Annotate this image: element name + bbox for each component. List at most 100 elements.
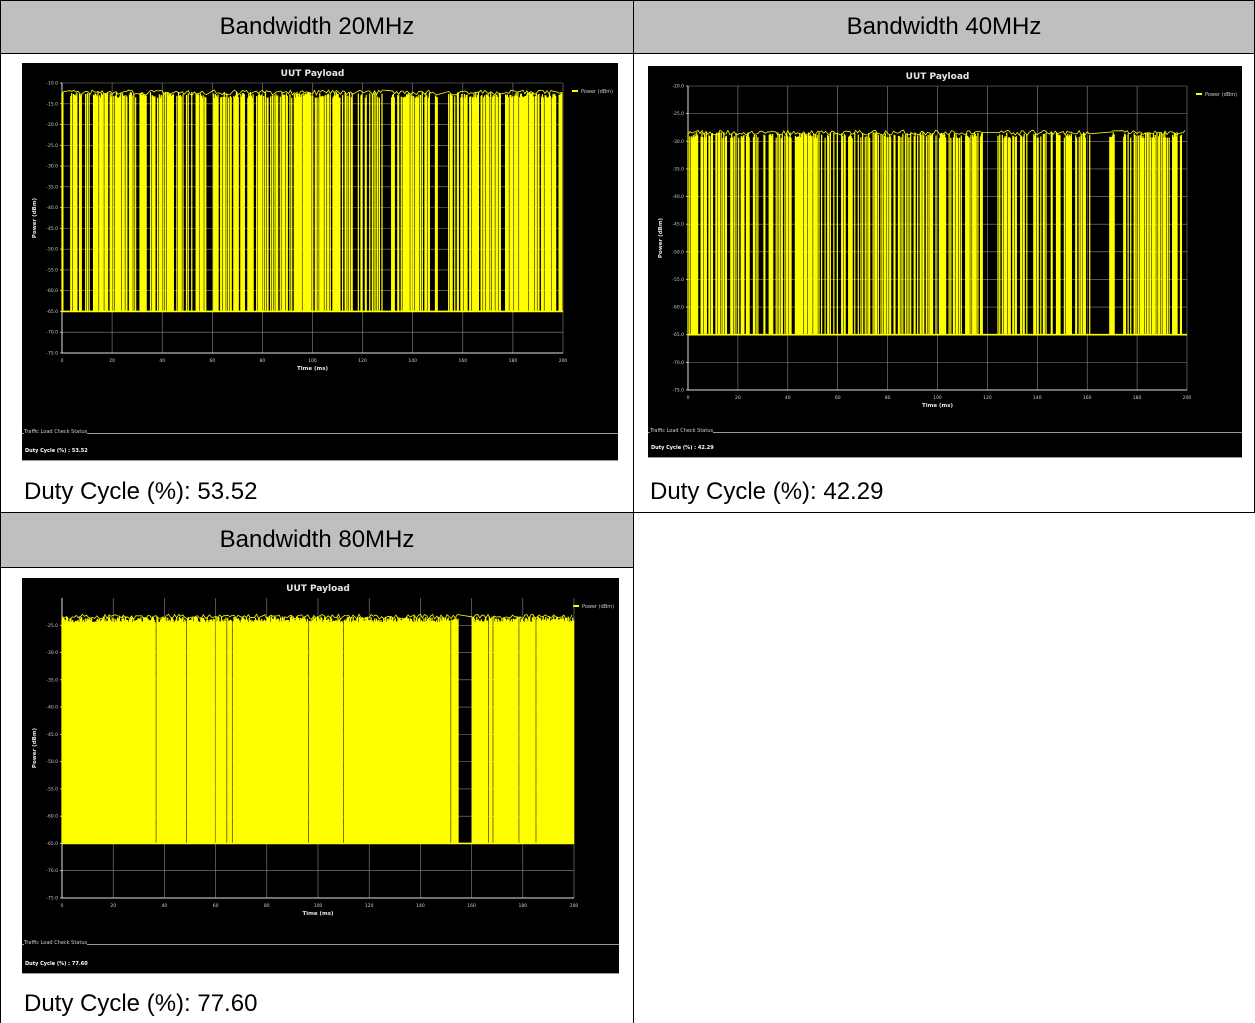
- y-tick-label: -70.0: [46, 868, 58, 874]
- x-tick-label: 140: [1033, 395, 1042, 401]
- x-tick-label: 200: [559, 358, 568, 364]
- y-axis-label: Power (dBm): [658, 217, 664, 258]
- y-tick-label: -75.0: [46, 896, 58, 902]
- legend-entry: Power (dBm): [582, 604, 614, 610]
- uut-payload-screenshot-20mhz: UUT Payload Power (dBm) -10.0 -15.0 -20.0 -25…: [22, 63, 618, 461]
- x-tick-label: 120: [983, 395, 992, 401]
- y-tick-label: -20.0: [672, 84, 684, 90]
- x-tick-label: 100: [933, 395, 942, 401]
- y-tick-label: -40.0: [672, 194, 684, 200]
- x-tick-label: 60: [213, 903, 219, 909]
- x-tick-label: 120: [365, 903, 374, 909]
- trace-on-level: [61, 613, 573, 621]
- duty-cycle-caption-80mhz: Duty Cycle (%): 77.60: [24, 990, 258, 1017]
- x-tick-label: 160: [467, 903, 476, 909]
- y-axis-label: Power (dBm): [32, 727, 38, 768]
- y-axis-label: Power (dBm): [32, 197, 38, 238]
- y-tick-label: -50.0: [46, 247, 58, 253]
- duty-cycle-caption-20mhz: Duty Cycle (%): 53.52: [24, 478, 258, 505]
- duty-cycle-caption-40mhz: Duty Cycle (%): 42.29: [650, 478, 884, 505]
- x-tick-label: 80: [885, 395, 891, 401]
- x-tick-label: 40: [162, 903, 168, 909]
- y-tick-label: -55.0: [46, 786, 58, 792]
- x-tick-label: 180: [509, 358, 518, 364]
- x-axis-label: Time (ms): [922, 403, 954, 409]
- y-tick-label: -55.0: [672, 277, 684, 283]
- y-tick-label: -70.0: [672, 360, 684, 366]
- header-bandwidth-20mhz: Bandwidth 20MHz: [1, 1, 633, 53]
- y-tick-label: -40.0: [46, 705, 58, 711]
- uut-payload-chart: UUT Payload Power (dBm) -10.0 -15.0 -20.0 -25…: [32, 69, 613, 372]
- legend-entry: Power (dBm): [581, 89, 613, 95]
- y-tick-label: -55.0: [46, 267, 58, 273]
- traffic-load-status-box: [648, 432, 1242, 458]
- y-tick-label: -50.0: [46, 759, 58, 765]
- uut-payload-screenshot-80mhz: UUT Payload Power (dBm) -25.0 -30.0 -35.0 -40…: [22, 578, 619, 974]
- power-trace: [61, 613, 575, 845]
- y-tick-label: -75.0: [672, 388, 684, 394]
- plot-title: UUT Payload: [906, 72, 970, 82]
- duty-cycle-status-value: Duty Cycle (%) : 42.29: [651, 445, 714, 451]
- y-tick-label: -25.0: [46, 623, 58, 629]
- table-line-header1: [0, 53, 1255, 54]
- y-tick-label: -10.0: [46, 81, 58, 87]
- x-tick-label: 20: [109, 358, 115, 364]
- duty-cycle-status-value: Duty Cycle (%) : 53.52: [25, 448, 88, 454]
- x-tick-label: 160: [459, 358, 468, 364]
- y-tick-label: -70.0: [46, 330, 58, 336]
- legend-entry: Power (dBm): [1205, 92, 1237, 98]
- table-border-top: [0, 0, 1255, 1]
- plot-title: UUT Payload: [281, 69, 345, 79]
- plot-title: UUT Payload: [286, 584, 350, 594]
- y-tick-label: -60.0: [46, 814, 58, 820]
- power-trace: [687, 129, 1187, 336]
- uut-payload-chart: UUT Payload Power (dBm) -25.0 -30.0 -35.0 -40…: [32, 584, 614, 917]
- y-tick-label: -20.0: [46, 122, 58, 128]
- x-tick-label: 20: [110, 903, 116, 909]
- y-tick-label: -35.0: [46, 184, 58, 190]
- x-tick-label: 60: [835, 395, 841, 401]
- header-bandwidth-40mhz: Bandwidth 40MHz: [634, 1, 1254, 53]
- x-tick-label: 140: [408, 358, 417, 364]
- y-tick-label: -65.0: [672, 332, 684, 338]
- x-tick-label: 160: [1083, 395, 1092, 401]
- x-tick-label: 200: [570, 903, 579, 909]
- x-tick-label: 0: [687, 395, 690, 401]
- trace-on-level: [61, 89, 562, 96]
- y-tick-label: -40.0: [46, 205, 58, 211]
- x-tick-label: 200: [1183, 395, 1192, 401]
- y-tick-label: -65.0: [46, 309, 58, 315]
- traffic-load-status-title: Traffic Load Check Status: [24, 940, 88, 946]
- uut-payload-screenshot-40mhz: UUT Payload Power (dBm) -20.0 -25.0 -30.0 -35…: [648, 66, 1242, 458]
- y-tick-label: -50.0: [672, 249, 684, 255]
- y-tick-label: -65.0: [46, 841, 58, 847]
- y-tick-label: -45.0: [672, 222, 684, 228]
- x-tick-label: 140: [416, 903, 425, 909]
- power-trace: [61, 89, 563, 313]
- x-axis-label: Time (ms): [297, 366, 329, 372]
- x-tick-label: 80: [264, 903, 270, 909]
- x-tick-label: 100: [308, 358, 317, 364]
- x-tick-label: 180: [1133, 395, 1142, 401]
- y-tick-label: -25.0: [46, 143, 58, 149]
- x-tick-label: 100: [314, 903, 323, 909]
- x-tick-label: 180: [519, 903, 528, 909]
- table-line-header2: [0, 567, 634, 568]
- y-tick-label: -35.0: [672, 166, 684, 172]
- table-line-middle: [633, 0, 634, 1023]
- y-tick-label: -60.0: [672, 305, 684, 311]
- table-border-left: [0, 0, 1, 1023]
- traffic-load-status-title: Traffic Load Check Status: [650, 428, 714, 434]
- y-tick-label: -60.0: [46, 288, 58, 294]
- x-axis-label: Time (ms): [302, 911, 334, 917]
- uut-payload-chart: UUT Payload Power (dBm) -20.0 -25.0 -30.0 -35…: [658, 72, 1237, 409]
- duty-cycle-status-value: Duty Cycle (%) : 77.60: [25, 961, 88, 967]
- header-bandwidth-80mhz: Bandwidth 80MHz: [1, 513, 633, 567]
- y-tick-label: -75.0: [46, 351, 58, 357]
- x-tick-label: 20: [735, 395, 741, 401]
- traffic-load-status-title: Traffic Load Check Status: [24, 429, 88, 435]
- traffic-load-status-box: [22, 944, 619, 974]
- x-tick-label: 0: [61, 903, 64, 909]
- x-tick-label: 120: [358, 358, 367, 364]
